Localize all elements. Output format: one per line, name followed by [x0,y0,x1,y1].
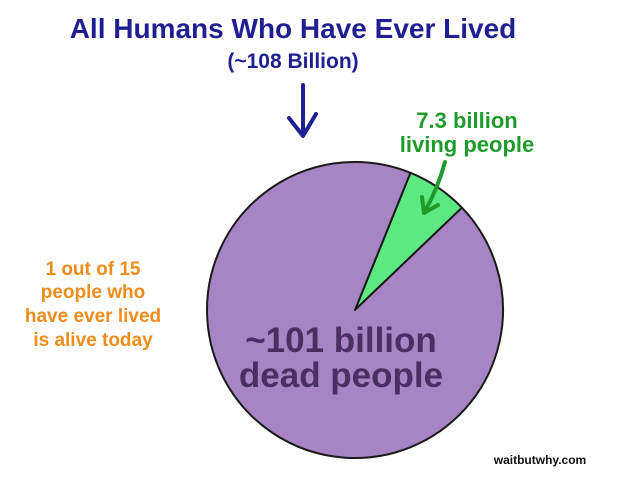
dead-slice [206,161,504,459]
dead-label-line-1: ~101 billion [245,321,437,360]
annotation-line-3: have ever lived [25,306,161,327]
living-label-line-2: living people [400,132,534,157]
annotation-line-4: is alive today [33,330,153,351]
source-credit: waitbutwhy.com [493,453,586,467]
pointer-arrow-icon [420,160,447,215]
living-label-line-1: 7.3 billion [416,108,517,133]
annotation-line-2: people who [41,282,146,303]
pie-group [206,161,504,459]
chart-title: All Humans Who Have Ever Lived [70,13,517,44]
chart-subtitle: (~108 Billion) [227,50,358,73]
annotation-text: 1 out of 15 people who have ever lived i… [25,259,161,351]
dead-people-label: ~101 billion dead people [239,321,443,395]
down-arrow-icon [287,83,318,138]
dead-label-line-2: dead people [239,356,443,395]
living-people-label: 7.3 billion living people [400,108,534,157]
annotation-line-1: 1 out of 15 [45,259,140,280]
